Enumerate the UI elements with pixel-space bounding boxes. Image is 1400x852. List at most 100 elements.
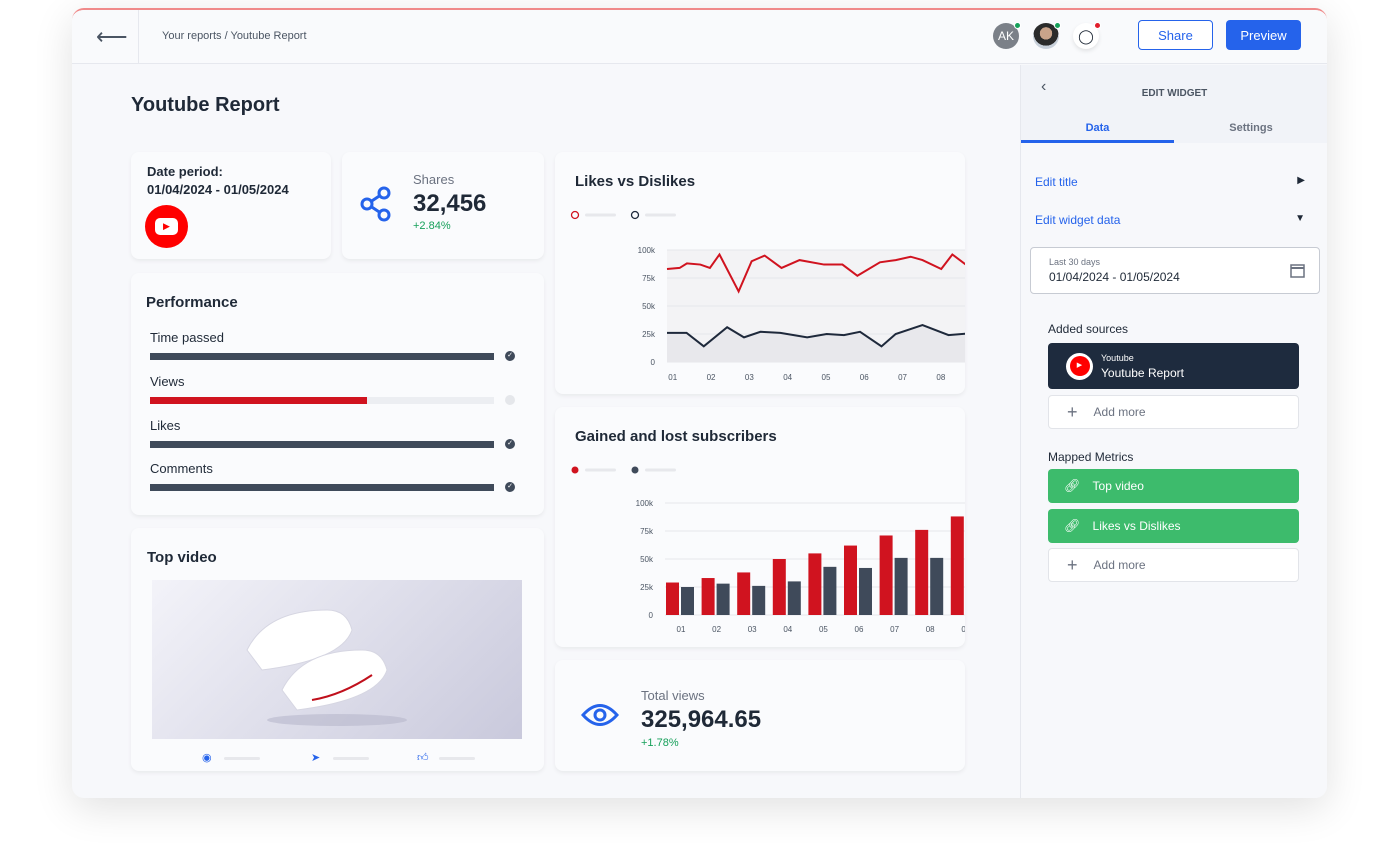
date-range-picker[interactable]: Last 30 days 01/04/2024 - 01/05/2024 (1030, 247, 1320, 294)
total-views-card[interactable]: Total views 325,964.65 +1.78% (555, 660, 965, 771)
youtube-icon: ▶ (145, 205, 188, 248)
progress-bar (150, 353, 494, 360)
bar-series-2 (894, 557, 908, 615)
metric-label: Likes vs Dislikes (1092, 519, 1181, 533)
top-video-card[interactable]: Top video ◉ ➤ 👍︎ (131, 528, 544, 771)
panel-header (1021, 65, 1327, 143)
series-line-1 (666, 252, 965, 294)
tab-data[interactable]: Data (1085, 122, 1110, 134)
top-video-title: Top video (147, 549, 217, 566)
performance-card: Performance Time passed ✓ Views Likes ✓ Co… (131, 273, 544, 515)
x-tick-label: 09 (961, 625, 965, 634)
bar-series-1 (808, 553, 822, 615)
top-bar: ⟵ Your reports / Youtube Report AK ◯ Sha… (72, 10, 1327, 64)
eye-icon (581, 704, 619, 726)
source-youtube[interactable]: ▶ Youtube Youtube Report (1048, 343, 1299, 389)
online-dot (1054, 22, 1061, 29)
check-icon: ✓ (505, 439, 515, 449)
total-views-change: +1.78% (641, 737, 679, 749)
shares-label: Shares (413, 172, 455, 187)
bar-series-2 (752, 585, 766, 615)
page-title: Youtube Report (131, 94, 280, 116)
series-area (667, 325, 965, 362)
shares-card[interactable]: Shares 32,456 +2.84% (342, 152, 544, 259)
progress-fill (150, 397, 367, 404)
add-more-label: Add more (1093, 558, 1146, 572)
performance-title: Performance (146, 294, 238, 311)
x-tick-label: 07 (890, 625, 899, 634)
y-tick-label: 50k (640, 555, 654, 564)
chat-bubble-icon: ◯ (1078, 28, 1094, 44)
app-window: ⟵ Your reports / Youtube Report AK ◯ Sha… (72, 8, 1327, 798)
user-avatar[interactable] (1033, 22, 1061, 49)
likes-vs-dislikes-card: Likes vs Dislikes 0 25k 50k 75k 100k 01 02 03 04… (555, 152, 965, 394)
metric-top-video[interactable]: 🔗︎ Top video (1048, 469, 1299, 503)
plus-icon: + (1067, 401, 1078, 422)
add-more-label: Add more (1093, 405, 1146, 419)
link-icon: 🔗︎ (1064, 478, 1081, 493)
legend-marker (630, 210, 640, 220)
add-source-button[interactable]: + Add more (1048, 395, 1299, 429)
divider (138, 10, 139, 64)
source-name: Youtube Report (1101, 365, 1184, 380)
edit-widget-data-label: Edit widget data (1035, 213, 1121, 227)
check-icon: ✓ (505, 482, 515, 492)
x-tick-label: 01 (668, 373, 677, 382)
chevron-left-icon[interactable]: ‹ (1041, 78, 1047, 95)
avatar-initials: AK (997, 29, 1014, 43)
placeholder-bar (439, 757, 475, 760)
panel-title: EDIT WIDGET (1141, 88, 1208, 99)
edit-title-row[interactable]: Edit title ▶ (1035, 175, 1305, 189)
bar-series-2 (716, 583, 730, 615)
performance-label: Views (150, 374, 185, 389)
x-tick-label: 08 (926, 625, 935, 634)
placeholder-bar (333, 757, 369, 760)
share-button[interactable]: Share (1138, 20, 1213, 50)
line-chart: 025k50k75k100k01020304050607080910 (570, 210, 965, 382)
y-tick-label: 100k (636, 499, 654, 508)
pending-icon (505, 395, 515, 405)
x-tick-label: 07 (898, 373, 907, 382)
x-tick-label: 05 (822, 373, 831, 382)
edit-widget-data-row[interactable]: Edit widget data ▼ (1035, 213, 1305, 227)
x-tick-label: 04 (783, 625, 792, 634)
total-views-label: Total views (641, 688, 705, 703)
plus-icon: + (1067, 554, 1078, 575)
breadcrumb[interactable]: Your reports / Youtube Report (162, 30, 307, 42)
date-period-label: Date period: (147, 164, 223, 179)
tab-settings[interactable]: Settings (1229, 122, 1273, 134)
chart-title: Gained and lost subscribers (575, 428, 777, 445)
y-tick-label: 0 (651, 358, 656, 367)
video-thumbnail[interactable] (152, 580, 522, 739)
subscribers-card: Gained and lost subscribers 0 25k 50k 75k 10… (555, 407, 965, 647)
caret-down-icon: ▼ (1295, 213, 1305, 224)
bar-series-1 (772, 559, 786, 615)
series-line-2 (667, 323, 965, 348)
performance-label: Comments (150, 461, 213, 476)
metric-likes-vs-dislikes[interactable]: 🔗︎ Likes vs Dislikes (1048, 509, 1299, 543)
preview-button[interactable]: Preview (1226, 20, 1301, 50)
date-period-card[interactable]: Date period: 01/04/2024 - 01/05/2024 ▶ (131, 152, 331, 259)
x-tick-label: 04 (783, 373, 792, 382)
comments-button[interactable]: ◯ (1073, 22, 1101, 49)
y-tick-label: 25k (640, 583, 654, 592)
progress-bar (150, 484, 494, 491)
x-tick-label: 02 (712, 625, 721, 634)
calendar-icon (1290, 264, 1305, 278)
sneakers-image (246, 609, 407, 726)
shares-value: 32,456 (413, 190, 487, 217)
x-tick-label: 08 (936, 373, 945, 382)
edit-widget-panel: ‹ EDIT WIDGET Data Settings Edit title ▶ … (1020, 65, 1327, 798)
avatar[interactable]: AK (993, 22, 1021, 49)
y-tick-label: 0 (649, 611, 654, 620)
date-range-label: Last 30 days (1049, 257, 1101, 267)
link-icon: 🔗︎ (1064, 518, 1081, 533)
add-metric-button[interactable]: + Add more (1048, 548, 1299, 582)
date-period-value: 01/04/2024 - 01/05/2024 (147, 182, 289, 197)
y-tick-label: 50k (642, 302, 656, 311)
legend-marker (570, 210, 580, 220)
bar-series-2 (930, 557, 944, 615)
x-tick-label: 03 (745, 373, 754, 382)
progress-fill (150, 353, 494, 360)
back-arrow-icon[interactable]: ⟵ (96, 24, 128, 49)
